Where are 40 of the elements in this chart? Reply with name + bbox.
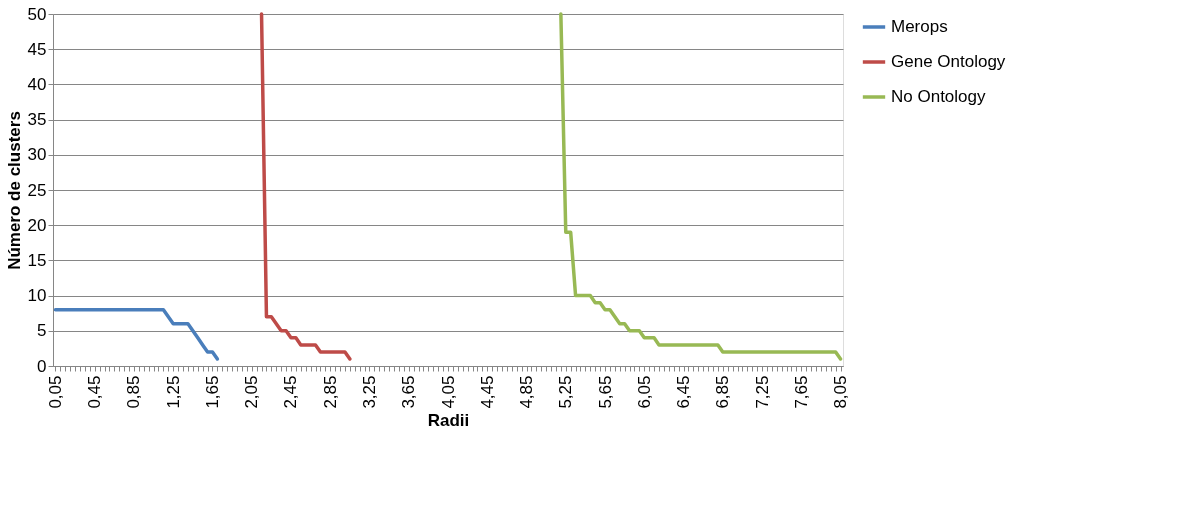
x-tick-label: 2,05: [242, 375, 262, 409]
x-axis-title: Radii: [427, 410, 470, 430]
x-tick-label: 6,45: [674, 375, 694, 409]
line-series: [559, 12, 843, 361]
legend-label: Gene Ontology: [891, 52, 1006, 71]
x-tick-label: 0,05: [45, 375, 65, 409]
x-tick-label: 4,45: [477, 375, 497, 409]
y-tick-label: 45: [27, 39, 47, 59]
x-tick-label: 6,85: [713, 375, 733, 409]
x-tick-label: 5,65: [595, 375, 615, 409]
y-tick-label: 20: [27, 215, 47, 235]
x-tick-label: 4,05: [438, 375, 458, 409]
x-tick-label: 0,85: [124, 375, 144, 409]
x-tick-label: 1,65: [202, 375, 222, 409]
x-tick-label: 5,25: [556, 375, 576, 409]
x-tick-label: 7,25: [752, 375, 772, 409]
line-series: [259, 12, 352, 361]
y-tick-label: 30: [27, 145, 47, 165]
y-tick-label: 0: [37, 356, 47, 376]
x-tick-label: 4,85: [517, 375, 537, 409]
legend-label: Merops: [891, 17, 948, 36]
y-tick-label: 40: [27, 74, 47, 94]
y-tick-label: 50: [27, 4, 47, 24]
y-tick-label: 10: [27, 286, 47, 306]
x-tick-label: 3,25: [359, 375, 379, 409]
x-tick-label: 7,65: [791, 375, 811, 409]
y-tick-label: 25: [27, 180, 47, 200]
x-tick-label: 6,05: [634, 375, 654, 409]
x-tick-label: 1,25: [163, 375, 183, 409]
y-axis-title: Número de clusters: [4, 111, 24, 270]
line-series: [53, 307, 220, 361]
y-tick-label: 15: [27, 250, 47, 270]
x-tick-label: 3,65: [399, 375, 419, 409]
x-tick-label: 0,45: [85, 375, 105, 409]
y-tick-label: 35: [27, 110, 47, 130]
legend-label: No Ontology: [891, 87, 986, 106]
x-tick-label: 2,85: [320, 375, 340, 409]
y-tick-label: 5: [37, 321, 47, 341]
x-tick-label: 8,05: [831, 375, 851, 409]
x-tick-label: 2,45: [281, 375, 301, 409]
